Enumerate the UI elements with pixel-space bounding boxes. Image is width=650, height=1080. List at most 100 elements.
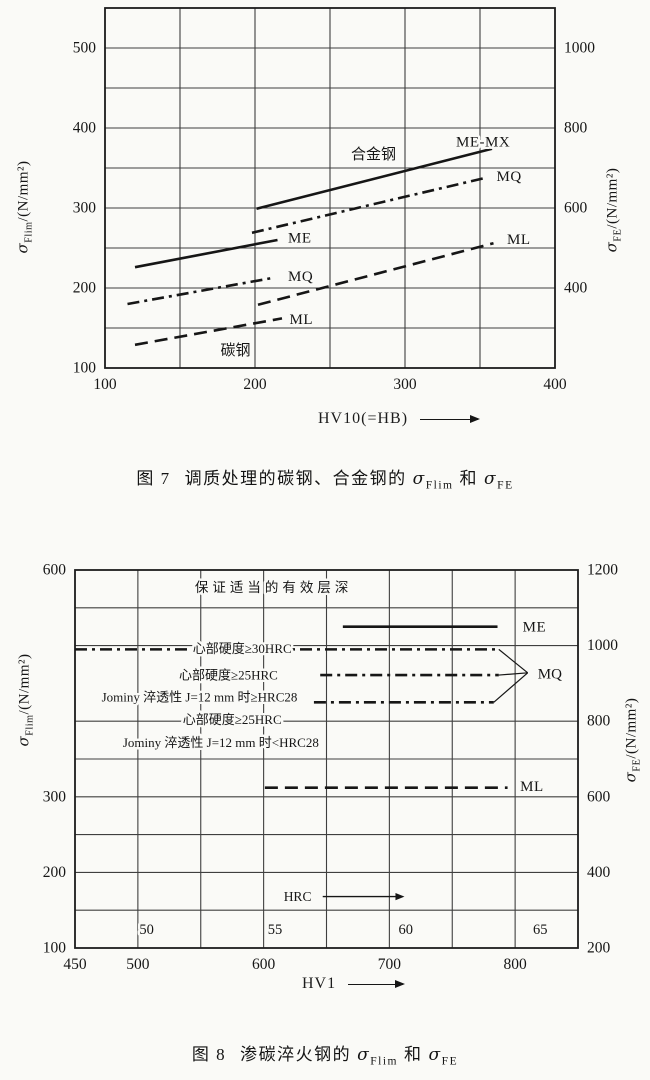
x-tick-label: 800 [504, 956, 528, 973]
sigma-symbol: σ [602, 241, 621, 253]
x-tick-label: 100 [93, 376, 117, 393]
axis-units: /(N/mm²) [16, 653, 33, 715]
annotation-text: 合金钢 [351, 146, 396, 163]
caption-subscript: Flim [425, 478, 454, 492]
caption-subscript: FE [497, 478, 514, 492]
x-axis-label: HV1 [302, 975, 337, 992]
annotation-text: Jominy 淬透性 J=12 mm 时≥HRC28 [102, 690, 298, 705]
figure8-left-axis-title: σFlim/(N/mm²) [15, 653, 36, 746]
x-tick-label: 400 [543, 376, 567, 393]
annotation-text: 50 [139, 922, 154, 938]
y2-tick-label: 1000 [587, 637, 618, 654]
series-line-carbon-ME [134, 238, 278, 269]
annotation-text: 保证适当的有效层深 [195, 580, 353, 595]
y2-tick-label: 600 [564, 200, 588, 217]
figure-number: 图 7 [136, 469, 171, 488]
series-label-ME: ME [523, 619, 547, 635]
series-label-alloy-MQ: MQ [497, 169, 522, 185]
annotation-text: 60 [398, 922, 413, 938]
figure7-x-axis-title: HV10(=HB) [318, 410, 481, 428]
series-label-alloy-ME-MX: ME-MX [456, 134, 510, 150]
annotation-text: Jominy 淬透性 J=12 mm 时<HRC28 [123, 735, 319, 750]
series-label-carbon-MQ: MQ [288, 269, 313, 285]
bracket-line [493, 672, 529, 703]
y-tick-label: 200 [73, 280, 97, 297]
sigma-symbol: σ [357, 1045, 371, 1065]
figure7-caption: 图 7 调质处理的碳钢、合金钢的 σFlim 和 σFE [0, 464, 650, 491]
figure7-right-axis-title: σFE/(N/mm²) [603, 168, 624, 253]
annotation-arrow-head [395, 892, 405, 901]
series-label-ML: ML [520, 779, 544, 795]
axis-units: /(N/mm²) [623, 697, 640, 759]
annotation-text: 心部硬度≥25HRC [179, 668, 278, 683]
x-tick-label: 300 [393, 376, 417, 393]
series-line-alloy-ML [257, 241, 494, 307]
series-line-alloy-ME-MX [256, 147, 493, 211]
bracket-line [498, 648, 529, 674]
y-tick-label: 300 [73, 200, 97, 217]
series-line-carbon-ML [134, 317, 283, 347]
x-tick-label: 600 [252, 956, 276, 973]
annotation-text: 65 [533, 922, 548, 938]
figure7-left-axis-title: σFlim/(N/mm²) [14, 160, 35, 253]
caption-text: 渗碳淬火钢的 [240, 1045, 352, 1064]
axis-units: /(N/mm²) [604, 167, 621, 229]
sigma-symbol: σ [412, 469, 426, 489]
y2-tick-label: 800 [564, 120, 588, 137]
figure8-right-axis-title: σFE/(N/mm²) [622, 698, 643, 783]
plot-border [104, 7, 556, 369]
caption-subscript: FE [441, 1054, 459, 1068]
figure8-caption: 图 8 渗碳淬火钢的 σFlim 和 σFE [0, 1040, 650, 1067]
y2-tick-label: 600 [587, 788, 611, 805]
x-tick-label: 500 [126, 956, 150, 973]
sigma-symbol: σ [428, 1045, 442, 1065]
y-tick-label: 300 [43, 788, 67, 805]
figure-number: 图 8 [191, 1045, 227, 1064]
x-axis-label: HV10(=HB) [318, 410, 409, 427]
x-tick-label: 200 [243, 376, 267, 393]
series-label-carbon-ML: ML [290, 312, 314, 328]
caption-conjunction: 和 [459, 469, 479, 488]
y-tick-label: 200 [43, 864, 67, 881]
annotation-text: 碳钢 [220, 342, 250, 359]
axis-subscript: FE [612, 228, 624, 242]
figure8-x-axis-title: HV1 [302, 975, 406, 993]
series-line-carbon-MQ [127, 276, 275, 306]
sigma-symbol: σ [14, 735, 33, 747]
axis-subscript: Flim [24, 714, 36, 736]
y-tick-label: 500 [73, 40, 97, 57]
annotation-text: 心部硬度≥30HRC [193, 641, 292, 656]
y2-tick-label: 1000 [564, 40, 595, 57]
bracket-line [498, 672, 528, 676]
caption-conjunction: 和 [404, 1045, 423, 1064]
axis-units: /(N/mm²) [15, 160, 32, 222]
y2-tick-label: 1200 [587, 562, 618, 579]
y-tick-label: 400 [73, 120, 97, 137]
y-tick-label: 600 [43, 562, 67, 579]
y2-tick-label: 200 [587, 940, 611, 957]
caption-text: 调质处理的碳钢、合金钢的 [184, 469, 407, 488]
caption-subscript: Flim [370, 1054, 399, 1068]
y-tick-label: 100 [73, 360, 97, 377]
sigma-symbol: σ [621, 771, 640, 783]
y2-tick-label: 400 [564, 280, 588, 297]
annotation-text: 心部硬度≥25HRC [183, 712, 282, 727]
y-tick-label: 100 [43, 940, 67, 957]
axis-subscript: FE [631, 758, 643, 772]
series-line-alloy-MQ [251, 177, 484, 235]
arrow-right-icon [420, 414, 481, 423]
y2-tick-label: 400 [587, 864, 611, 881]
annotation-text: HRC [284, 889, 312, 904]
axis-subscript: Flim [23, 221, 35, 243]
y2-tick-label: 800 [587, 713, 611, 730]
annotation-text: 55 [268, 922, 283, 938]
plot-border [74, 569, 579, 949]
series-label-alloy-ML: ML [507, 232, 531, 248]
series-label-MQ-group: MQ [538, 666, 562, 682]
x-tick-label: 450 [63, 956, 87, 973]
arrow-right-icon [348, 979, 406, 988]
sigma-symbol: σ [484, 469, 498, 489]
